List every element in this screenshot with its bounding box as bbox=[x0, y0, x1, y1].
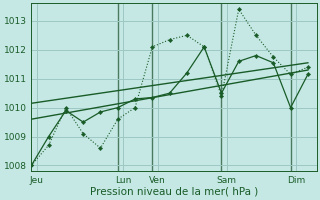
X-axis label: Pression niveau de la mer( hPa ): Pression niveau de la mer( hPa ) bbox=[90, 187, 258, 197]
